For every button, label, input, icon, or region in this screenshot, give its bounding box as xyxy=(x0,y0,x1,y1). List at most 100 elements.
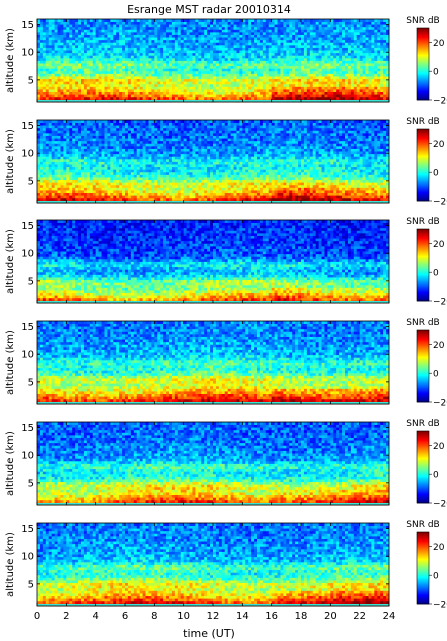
snr-cell xyxy=(81,169,85,173)
snr-cell xyxy=(318,81,322,85)
snr-cell xyxy=(86,195,91,199)
snr-cell xyxy=(271,65,275,69)
snr-cell xyxy=(365,21,369,25)
snr-cell xyxy=(353,24,358,28)
snr-cell xyxy=(342,44,346,48)
snr-cell xyxy=(189,34,193,38)
snr-cell xyxy=(142,63,146,67)
snr-cell xyxy=(365,29,369,33)
snr-cell xyxy=(315,34,319,38)
snr-cell xyxy=(113,70,117,74)
snr-cell xyxy=(57,81,61,85)
snr-cell xyxy=(339,29,343,33)
snr-cell xyxy=(60,138,64,142)
snr-cell xyxy=(248,47,252,51)
snr-cell xyxy=(86,179,91,183)
snr-cell xyxy=(78,182,82,186)
snr-cell xyxy=(224,57,229,61)
snr-cell xyxy=(72,182,76,186)
snr-cell xyxy=(283,29,287,33)
snr-cell xyxy=(116,135,120,139)
snr-cell xyxy=(83,24,88,28)
snr-cell xyxy=(107,60,111,64)
snr-cell xyxy=(83,96,88,100)
snr-cell xyxy=(324,81,328,85)
snr-cell xyxy=(51,122,55,126)
snr-cell xyxy=(224,86,229,90)
snr-cell xyxy=(83,65,88,69)
snr-cell xyxy=(107,145,111,149)
snr-cell xyxy=(186,37,190,41)
snr-cell xyxy=(259,73,264,77)
snr-cell xyxy=(350,83,355,87)
snr-cell xyxy=(57,174,61,178)
snr-cell xyxy=(110,130,114,134)
snr-cell xyxy=(359,81,363,85)
snr-cell xyxy=(377,42,381,46)
snr-cell xyxy=(122,21,126,25)
snr-cell xyxy=(192,68,196,72)
snr-cell xyxy=(57,26,61,30)
snr-cell xyxy=(75,164,79,168)
snr-cell xyxy=(248,39,252,43)
snr-cell xyxy=(95,70,99,74)
snr-cell xyxy=(145,24,149,28)
snr-cell xyxy=(277,50,281,54)
snr-cell xyxy=(130,86,135,90)
snr-cell xyxy=(54,192,58,196)
snr-cell xyxy=(204,39,208,43)
snr-cell xyxy=(122,184,126,188)
snr-cell xyxy=(330,55,334,59)
snr-cell xyxy=(107,57,111,61)
snr-cell xyxy=(180,55,185,59)
snr-cell xyxy=(54,96,58,100)
snr-cell xyxy=(66,60,70,64)
snr-cell xyxy=(271,44,275,48)
snr-cell xyxy=(110,138,114,142)
snr-cell xyxy=(92,76,97,80)
snr-cell xyxy=(342,21,346,25)
snr-cell xyxy=(81,39,85,43)
snr-cell xyxy=(327,24,331,28)
snr-cell xyxy=(148,31,152,35)
snr-cell xyxy=(75,166,79,170)
snr-cell xyxy=(342,55,346,59)
snr-cell xyxy=(160,44,164,48)
snr-cell xyxy=(274,73,278,77)
snr-cell xyxy=(283,86,287,90)
snr-cell xyxy=(315,94,319,98)
snr-cell xyxy=(189,21,193,25)
snr-cell xyxy=(371,26,375,30)
snr-cell xyxy=(186,21,190,25)
snr-cell xyxy=(356,81,361,85)
snr-cell xyxy=(224,21,229,25)
snr-cell xyxy=(236,86,240,90)
snr-cell xyxy=(163,78,167,82)
snr-cell xyxy=(63,91,67,95)
snr-cell xyxy=(251,57,255,61)
snr-cell xyxy=(213,63,217,67)
snr-cell xyxy=(92,156,97,160)
snr-cell xyxy=(242,73,246,77)
snr-cell xyxy=(306,68,311,72)
snr-cell xyxy=(83,174,88,178)
snr-cell xyxy=(280,81,284,85)
snr-cell xyxy=(347,44,352,48)
snr-cell xyxy=(295,39,299,43)
snr-cell xyxy=(330,78,334,82)
snr-cell xyxy=(66,145,70,149)
snr-cell xyxy=(192,83,196,87)
snr-cell xyxy=(139,68,143,72)
snr-cell xyxy=(242,24,246,28)
snr-cell xyxy=(37,151,41,155)
snr-cell xyxy=(157,81,161,85)
snr-cell xyxy=(169,21,173,25)
snr-cell xyxy=(180,29,185,33)
snr-cell xyxy=(116,130,120,134)
snr-cell xyxy=(45,161,50,165)
snr-cell xyxy=(78,132,82,136)
snr-cell xyxy=(345,63,349,67)
snr-cell xyxy=(39,47,44,51)
snr-cell xyxy=(83,138,88,142)
snr-cell xyxy=(125,68,129,72)
